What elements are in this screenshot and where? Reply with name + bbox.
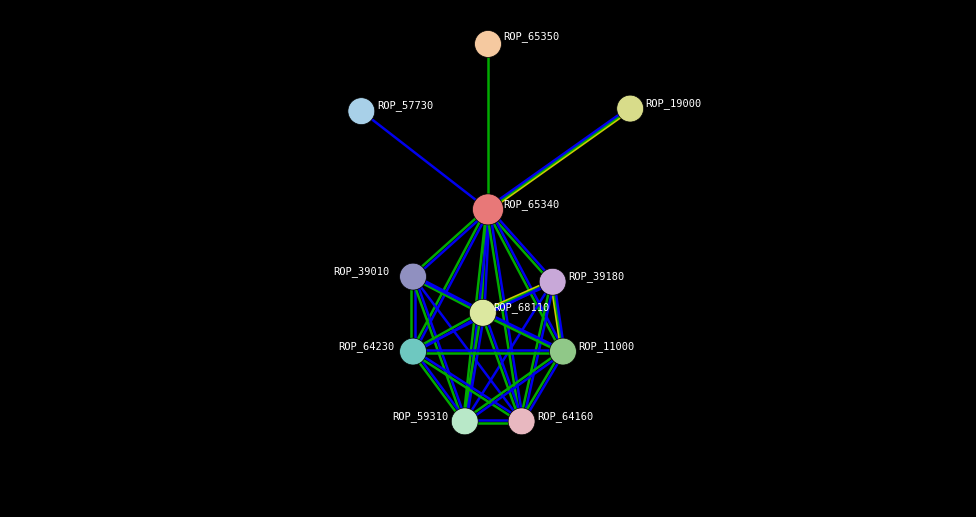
Text: ROP_19000: ROP_19000 — [646, 98, 702, 109]
Text: ROP_59310: ROP_59310 — [392, 410, 449, 422]
Circle shape — [469, 299, 496, 326]
Text: ROP_39010: ROP_39010 — [333, 266, 389, 277]
Circle shape — [617, 95, 643, 122]
Text: ROP_65350: ROP_65350 — [504, 31, 560, 42]
Text: ROP_64230: ROP_64230 — [338, 341, 394, 352]
Circle shape — [472, 194, 504, 225]
Circle shape — [347, 98, 375, 125]
Circle shape — [508, 408, 535, 435]
Circle shape — [399, 338, 427, 365]
Circle shape — [399, 263, 427, 290]
Text: ROP_65340: ROP_65340 — [504, 199, 560, 210]
Text: ROP_64160: ROP_64160 — [537, 410, 593, 422]
Text: ROP_39180: ROP_39180 — [568, 271, 625, 282]
Text: ROP_11000: ROP_11000 — [579, 341, 634, 352]
Text: ROP_57730: ROP_57730 — [377, 100, 433, 112]
Circle shape — [451, 408, 478, 435]
Circle shape — [539, 268, 566, 295]
Circle shape — [549, 338, 577, 365]
Circle shape — [474, 31, 502, 57]
Text: ROP_68110: ROP_68110 — [493, 302, 549, 313]
